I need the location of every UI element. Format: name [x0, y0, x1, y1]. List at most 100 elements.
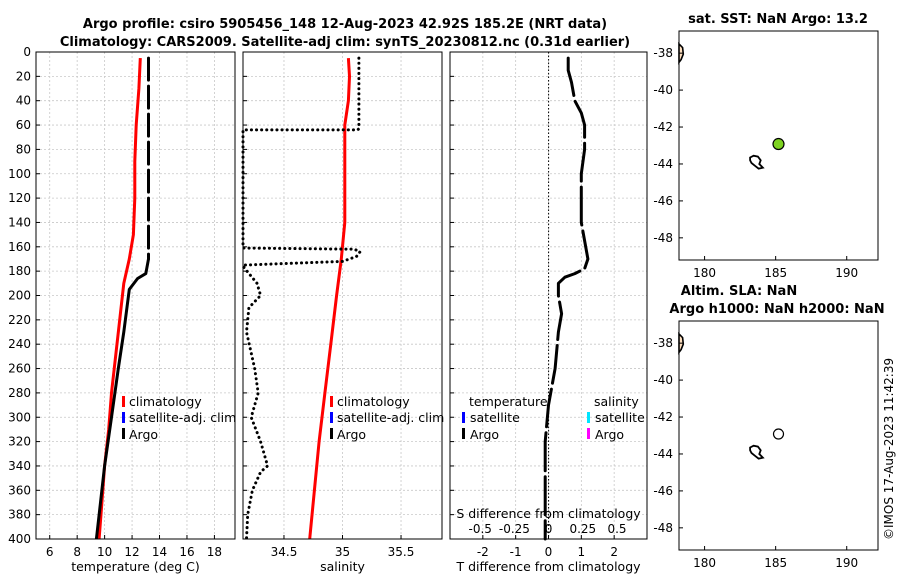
temperature-ticks: 6 8 10 12 14 16 180204060801001201401601802002… [8, 45, 222, 559]
sst-map-land [678, 41, 765, 170]
s-tick-label: 0.5 [607, 522, 626, 536]
argo-temperature-line [94, 258, 150, 540]
salinity-series [241, 56, 362, 541]
x-tick-label: 1 [578, 545, 586, 559]
y-tick-label: 200 [8, 289, 31, 303]
lat-tick-label: -40 [653, 373, 673, 387]
legend-t-argo-swatch [462, 428, 465, 439]
float-location-marker [772, 137, 785, 151]
y-tick-label: 260 [8, 362, 31, 376]
legend-t-satellite-label: satellite [470, 410, 520, 425]
lon-tick-label: 185 [764, 266, 787, 280]
legend-s-satellite-swatch [587, 412, 590, 423]
sst-map-title: sat. SST: NaN Argo: 13.2 [688, 12, 868, 27]
x-tick-label: 6 [46, 545, 54, 559]
x-tick-label: 8 [73, 545, 81, 559]
lat-tick-label: -38 [653, 46, 673, 60]
temperature-xlabel: temperature (deg C) [71, 559, 200, 574]
y-tick-label: 380 [8, 508, 31, 522]
chatham-island-outline [749, 154, 765, 170]
lat-tick-label: -48 [653, 231, 673, 245]
lon-tick-label: 180 [693, 556, 716, 570]
legend-salinity-header: salinity [594, 394, 639, 409]
sla-map: Altim. SLA: NaN Argo h1000: NaN h2000: N… [653, 284, 884, 570]
lon-tick-label: 190 [835, 266, 858, 280]
imos-credit: ©IMOS 17-Aug-2023 11:42:39 [882, 358, 896, 540]
x-tick-label: 2 [610, 545, 618, 559]
difference-legend: temperature salinity satellite Argo sate… [462, 394, 645, 442]
legend-climatology-swatch [330, 396, 333, 407]
legend-argo-swatch [330, 428, 333, 439]
x-tick-label: 35.5 [388, 545, 415, 559]
legend-temperature-header: temperature [469, 394, 548, 409]
sla-map-ticks: 180 185 190 -48 -46 -44 -42 -40 -38 [653, 336, 858, 570]
legend-climatology-label: climatology [337, 394, 410, 409]
salinity-legend: climatology satellite-adj. clim Argo [330, 394, 444, 442]
legend-satellite-label: satellite-adj. clim [129, 410, 236, 425]
legend-satellite-label: satellite-adj. clim [337, 410, 444, 425]
legend-climatology-swatch [122, 396, 125, 407]
y-tick-label: 80 [16, 142, 31, 156]
temperature-series [94, 56, 150, 540]
lon-tick-label: 180 [693, 266, 716, 280]
lon-tick-label: 190 [835, 556, 858, 570]
lat-tick-label: -44 [653, 447, 673, 461]
sst-map-frame [678, 30, 879, 261]
y-tick-label: 320 [8, 435, 31, 449]
y-tick-label: 400 [8, 532, 31, 546]
s-difference-label: S difference from climatology [456, 506, 641, 521]
y-tick-label: 220 [8, 313, 31, 327]
legend-s-argo-swatch [587, 428, 590, 439]
legend-climatology-label: climatology [129, 394, 202, 409]
legend-argo-label: Argo [337, 427, 366, 442]
sla-map-frame [678, 320, 879, 551]
sla-map-title-line1: Altim. SLA: NaN [681, 284, 797, 299]
legend-s-argo-label: Argo [595, 427, 624, 442]
sla-map-title-line2: Argo h1000: NaN h2000: NaN [669, 302, 884, 317]
x-tick-label: 34.5 [271, 545, 298, 559]
lat-tick-label: -38 [653, 336, 673, 350]
sst-map-points [772, 137, 785, 151]
difference-ticks: -2 -1 0 1 2 -0.5 -0.25 0 0.25 0.5 [450, 51, 627, 559]
legend-t-satellite-swatch [462, 412, 465, 423]
chatham-island-outline [749, 444, 765, 460]
difference-series [543, 56, 590, 541]
legend-t-argo-label: Argo [470, 427, 499, 442]
sst-map-ticks: 180 185 190 -48 -46 -44 -42 -40 -38 [653, 46, 858, 280]
salinity-xlabel: salinity [320, 559, 365, 574]
s-tick-label: -0.5 [468, 522, 491, 536]
argo-salinity-line [241, 56, 362, 541]
difference-grid [450, 52, 647, 539]
legend-argo-swatch [122, 428, 125, 439]
y-tick-label: 0 [23, 45, 31, 59]
legend-satellite-swatch [122, 412, 125, 423]
lat-tick-label: -40 [653, 83, 673, 97]
lat-tick-label: -48 [653, 521, 673, 535]
temperature-grid [36, 52, 235, 539]
legend-s-satellite-label: satellite [595, 410, 645, 425]
y-tick-label: 40 [16, 94, 31, 108]
y-tick-label: 60 [16, 118, 31, 132]
lat-tick-label: -46 [653, 484, 673, 498]
lat-tick-label: -46 [653, 194, 673, 208]
float-location-marker [772, 428, 785, 440]
lat-tick-label: -42 [653, 410, 673, 424]
difference-panel: -2 -1 0 1 2 -0.5 -0.25 0 0.25 0.5 T difference fr… [449, 51, 648, 574]
y-tick-label: 340 [8, 459, 31, 473]
x-tick-label: 16 [179, 545, 194, 559]
sla-map-land [678, 331, 765, 460]
climatology-salinity-line [308, 58, 351, 540]
y-tick-label: 160 [8, 240, 31, 254]
lat-tick-label: -44 [653, 157, 673, 171]
x-tick-label: 14 [152, 545, 167, 559]
temperature-panel: 6 8 10 12 14 16 180204060801001201401601802002… [8, 45, 236, 574]
y-tick-label: 360 [8, 483, 31, 497]
legend-satellite-swatch [330, 412, 333, 423]
x-tick-label: 10 [97, 545, 112, 559]
salinity-panel: 34.5 35 35.5 salinity climatology satellit… [241, 51, 444, 574]
figure-title-line2: Climatology: CARS2009. Satellite-adj cli… [60, 35, 630, 50]
y-tick-label: 120 [8, 191, 31, 205]
y-tick-label: 140 [8, 215, 31, 229]
sla-map-points [772, 428, 785, 440]
